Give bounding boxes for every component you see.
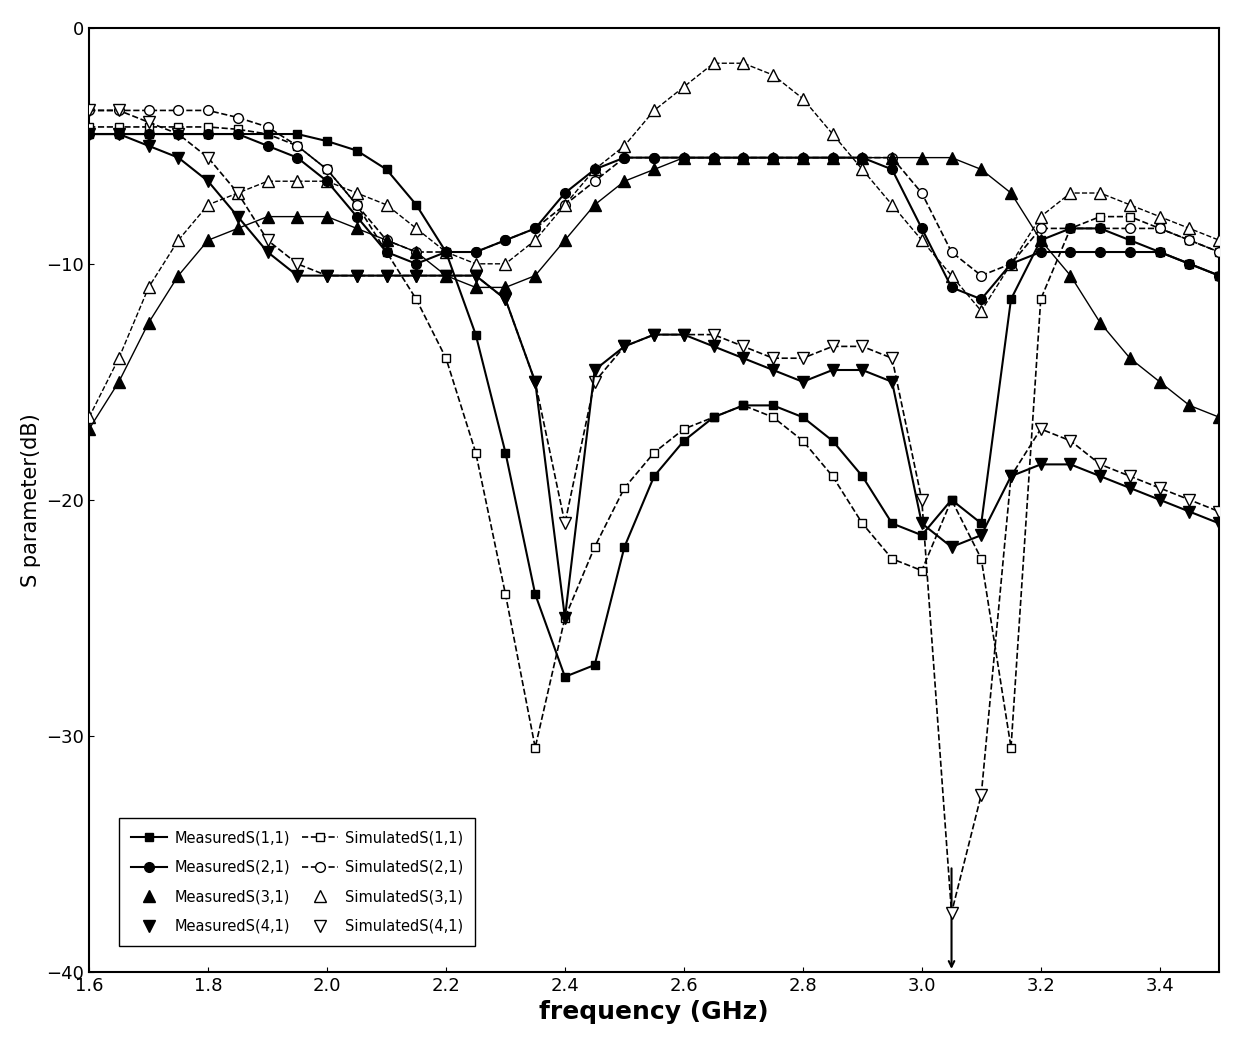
Y-axis label: S parameter(dB): S parameter(dB): [21, 413, 41, 586]
X-axis label: frequency (GHz): frequency (GHz): [539, 1000, 769, 1024]
Legend: MeasuredS(1,1), MeasuredS(2,1), MeasuredS(3,1), MeasuredS(4,1), SimulatedS(1,1),: MeasuredS(1,1), MeasuredS(2,1), Measured…: [119, 818, 475, 946]
